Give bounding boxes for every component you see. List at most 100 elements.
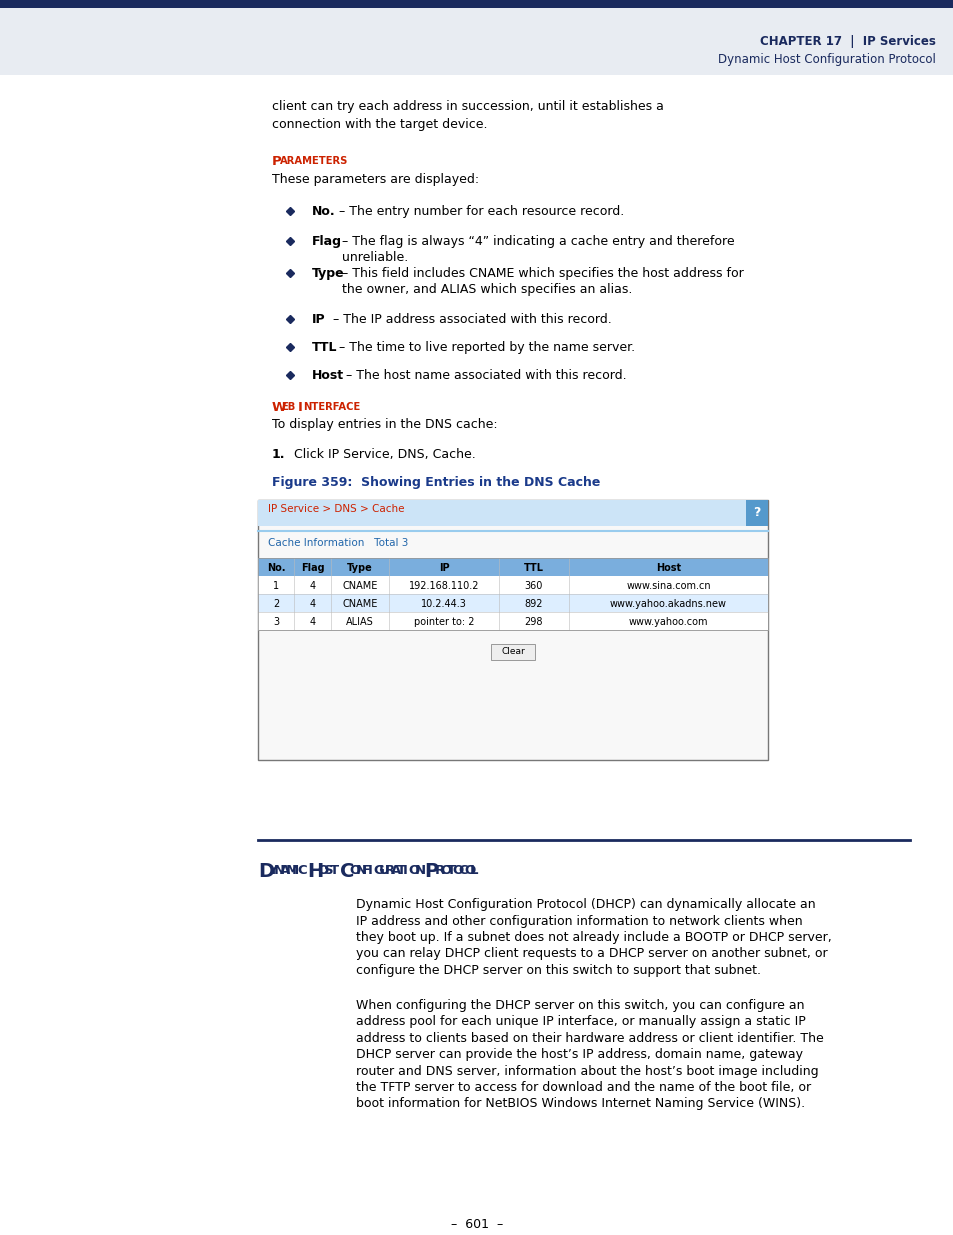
Text: the owner, and ALIAS which specifies an alias.: the owner, and ALIAS which specifies an … bbox=[341, 283, 632, 296]
Bar bbox=[257, 500, 767, 760]
Text: www.yahoo.akadns.new: www.yahoo.akadns.new bbox=[609, 599, 726, 609]
Text: A: A bbox=[279, 864, 290, 877]
Text: ALIAS: ALIAS bbox=[346, 618, 374, 627]
Text: M: M bbox=[286, 864, 298, 877]
Text: router and DNS server, information about the host’s boot image including: router and DNS server, information about… bbox=[355, 1065, 818, 1077]
Text: DHCP server can provide the host’s IP address, domain name, gateway: DHCP server can provide the host’s IP ad… bbox=[355, 1049, 802, 1061]
Text: O: O bbox=[452, 864, 463, 877]
Text: –  601  –: – 601 – bbox=[451, 1218, 502, 1231]
Text: 10.2.44.3: 10.2.44.3 bbox=[420, 599, 466, 609]
Text: ?: ? bbox=[753, 506, 760, 520]
Text: 4: 4 bbox=[309, 618, 315, 627]
Text: Host: Host bbox=[656, 563, 680, 573]
Bar bbox=[491, 643, 535, 659]
Text: I: I bbox=[402, 864, 407, 877]
Text: I: I bbox=[297, 401, 302, 414]
Text: pointer to: 2: pointer to: 2 bbox=[414, 618, 474, 627]
Text: 892: 892 bbox=[524, 599, 542, 609]
Text: 1.: 1. bbox=[272, 448, 285, 461]
Text: Type: Type bbox=[312, 267, 344, 280]
Text: www.sina.com.cn: www.sina.com.cn bbox=[625, 580, 710, 592]
Text: O: O bbox=[463, 864, 475, 877]
Text: P: P bbox=[272, 156, 281, 168]
Text: address to clients based on their hardware address or client identifier. The: address to clients based on their hardwa… bbox=[355, 1031, 822, 1045]
Text: 4: 4 bbox=[309, 580, 315, 592]
Text: A: A bbox=[391, 864, 400, 877]
Text: Dynamic Host Configuration Protocol: Dynamic Host Configuration Protocol bbox=[718, 53, 935, 65]
Text: IP: IP bbox=[312, 312, 325, 326]
Text: Figure 359:  Showing Entries in the DNS Cache: Figure 359: Showing Entries in the DNS C… bbox=[272, 475, 599, 489]
Text: W: W bbox=[272, 401, 286, 414]
Text: EB: EB bbox=[281, 403, 294, 412]
Text: Host: Host bbox=[312, 369, 344, 382]
Text: C: C bbox=[297, 864, 307, 877]
Text: N: N bbox=[274, 864, 285, 877]
Text: Dynamic Host Configuration Protocol (DHCP) can dynamically allocate an: Dynamic Host Configuration Protocol (DHC… bbox=[355, 898, 815, 911]
Text: S: S bbox=[323, 864, 333, 877]
Text: unreliable.: unreliable. bbox=[341, 251, 408, 264]
Text: H: H bbox=[307, 862, 323, 881]
Text: O: O bbox=[317, 864, 329, 877]
Text: CNAME: CNAME bbox=[342, 580, 377, 592]
Text: you can relay DHCP client requests to a DHCP server on another subnet, or: you can relay DHCP client requests to a … bbox=[355, 947, 827, 961]
Text: These parameters are displayed:: These parameters are displayed: bbox=[272, 173, 478, 186]
Text: N: N bbox=[414, 864, 425, 877]
Text: Cache Information   Total 3: Cache Information Total 3 bbox=[268, 538, 408, 548]
Text: C: C bbox=[457, 864, 467, 877]
Text: No.: No. bbox=[312, 205, 335, 219]
Text: – The host name associated with this record.: – The host name associated with this rec… bbox=[341, 369, 626, 382]
Text: CNAME: CNAME bbox=[342, 599, 377, 609]
Text: O: O bbox=[408, 864, 419, 877]
Text: 2: 2 bbox=[273, 599, 279, 609]
Text: IP: IP bbox=[438, 563, 449, 573]
Text: To display entries in the DNS cache:: To display entries in the DNS cache: bbox=[272, 417, 497, 431]
Text: – The time to live reported by the name server.: – The time to live reported by the name … bbox=[335, 341, 635, 354]
Bar bbox=[257, 594, 767, 613]
Bar bbox=[745, 500, 767, 526]
Text: No.: No. bbox=[267, 563, 285, 573]
Bar bbox=[0, 0, 953, 7]
Text: www.yahoo.com: www.yahoo.com bbox=[628, 618, 707, 627]
Bar bbox=[257, 558, 767, 630]
Text: O: O bbox=[440, 864, 452, 877]
Text: When configuring the DHCP server on this switch, you can configure an: When configuring the DHCP server on this… bbox=[355, 999, 803, 1011]
Text: Clear: Clear bbox=[500, 647, 524, 657]
Text: I: I bbox=[292, 864, 296, 877]
Text: N: N bbox=[355, 864, 366, 877]
Text: – The flag is always “4” indicating a cache entry and therefore: – The flag is always “4” indicating a ca… bbox=[341, 235, 734, 248]
Text: T: T bbox=[446, 864, 455, 877]
Text: – This field includes CNAME which specifies the host address for: – This field includes CNAME which specif… bbox=[341, 267, 743, 280]
Text: IP address and other configuration information to network clients when: IP address and other configuration infor… bbox=[355, 914, 801, 927]
Text: they boot up. If a subnet does not already include a BOOTP or DHCP server,: they boot up. If a subnet does not alrea… bbox=[355, 931, 831, 944]
Text: 360: 360 bbox=[524, 580, 542, 592]
Text: 1: 1 bbox=[273, 580, 279, 592]
Text: R: R bbox=[385, 864, 395, 877]
Text: CHAPTER 17  |  IP Services: CHAPTER 17 | IP Services bbox=[760, 35, 935, 48]
Text: R: R bbox=[435, 864, 444, 877]
Bar bbox=[257, 576, 767, 594]
Text: D: D bbox=[257, 862, 274, 881]
Text: U: U bbox=[378, 864, 390, 877]
Text: 4: 4 bbox=[309, 599, 315, 609]
Text: – The entry number for each resource record.: – The entry number for each resource rec… bbox=[335, 205, 624, 219]
Text: ARAMETERS: ARAMETERS bbox=[280, 157, 348, 167]
Bar bbox=[257, 558, 767, 576]
Text: connection with the target device.: connection with the target device. bbox=[272, 119, 487, 131]
Text: O: O bbox=[350, 864, 360, 877]
Text: P: P bbox=[424, 862, 438, 881]
Bar bbox=[257, 500, 767, 526]
Text: Y: Y bbox=[268, 864, 277, 877]
Text: TTL: TTL bbox=[312, 341, 337, 354]
Text: T: T bbox=[396, 864, 405, 877]
Text: 192.168.110.2: 192.168.110.2 bbox=[408, 580, 478, 592]
Bar bbox=[0, 7, 953, 75]
Bar bbox=[257, 613, 767, 630]
Text: I: I bbox=[367, 864, 372, 877]
Text: – The IP address associated with this record.: – The IP address associated with this re… bbox=[329, 312, 611, 326]
Text: Flag: Flag bbox=[300, 563, 324, 573]
Text: configure the DHCP server on this switch to support that subnet.: configure the DHCP server on this switch… bbox=[355, 965, 760, 977]
Text: address pool for each unique IP interface, or manually assign a static IP: address pool for each unique IP interfac… bbox=[355, 1015, 805, 1028]
Text: the TFTP server to access for download and the name of the boot file, or: the TFTP server to access for download a… bbox=[355, 1081, 810, 1094]
Text: G: G bbox=[373, 864, 384, 877]
Text: 298: 298 bbox=[524, 618, 542, 627]
